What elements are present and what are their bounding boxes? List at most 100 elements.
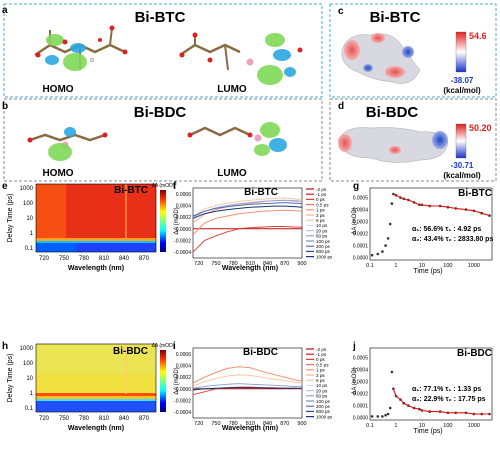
- heatmap-e-xtick: 810: [99, 256, 110, 262]
- panel-b-title: Bi-BDC: [134, 104, 187, 121]
- kinetics-g-fit1: α₁: 56.6% τ₁ : 4.92 ps: [412, 226, 481, 233]
- esp-min-c: -38.07: [451, 76, 474, 85]
- spec-i-xtick: 720: [194, 421, 203, 427]
- esp-min-d: -30.71: [451, 161, 474, 170]
- spec-f-ytick: -0.0004: [174, 250, 191, 256]
- esp-colorbar-d: [455, 123, 467, 159]
- spec-f-series-line: [192, 202, 303, 217]
- spectra-i-ylabel: ΔA (mOD): [174, 367, 180, 394]
- panel-b-letter: b: [2, 101, 8, 112]
- kin-g-xtick: 10: [419, 263, 425, 269]
- panel-i-letter: i: [173, 341, 176, 352]
- spec-f-legend-entry: 2 ps: [316, 213, 325, 218]
- kin-g-ytick: 0.0003: [353, 220, 369, 226]
- heatmap-h-yticks: 1000 100 10 1 0.1: [20, 346, 34, 412]
- spec-i-series-line: [192, 387, 302, 391]
- spec-f-ytick: 0.0000: [176, 227, 192, 233]
- heatmap-e-ytick: 0.1: [25, 246, 34, 252]
- panel-a-frame: [3, 3, 323, 98]
- spec-i-legend-entry: 0 ps: [316, 357, 325, 362]
- heatmap-h-xtick: 810: [99, 416, 110, 422]
- spec-f-xtick: 870: [280, 261, 289, 267]
- panel-j: j Bi-BDC ΔA (mOD) Time (ps) α₁: 77.1% τ₁…: [352, 341, 493, 435]
- kin-j-data-point: [384, 413, 387, 417]
- kin-g-data-point: [376, 252, 380, 256]
- kinetics-j-fit2: α₂: 22.9% τ₂ : 17.75 ps: [412, 396, 486, 403]
- heatmap-h-ylabel: Delay Time (ps): [7, 353, 14, 402]
- kin-j-ytick: 0.0004: [353, 368, 369, 374]
- heatmap-h-xtick: 870: [139, 416, 150, 422]
- heatmap-e-ytick: 10: [26, 216, 33, 222]
- spec-f-legend-entry: 0 ps: [316, 197, 325, 202]
- panel-a-title: Bi-BTC: [135, 9, 186, 26]
- spec-f-legend-entry: 1 ps: [316, 208, 325, 213]
- kin-j-xtick: 0.1: [366, 423, 374, 429]
- spec-f-legend-entry: 100 ps: [316, 239, 330, 244]
- kin-j-ytick: 0.0000: [353, 416, 369, 422]
- spec-f-ytick: 0.0004: [176, 204, 192, 210]
- spec-i-xtick: 840: [263, 421, 272, 427]
- spec-f-legend-entry: 500 ps: [316, 249, 330, 254]
- esp-max-c: 54.6: [469, 31, 487, 41]
- spec-i-legend-entry: 0.5 ps: [316, 362, 329, 367]
- spec-f-legend-entry: 1000 ps: [316, 254, 333, 259]
- spec-f-ytick: -0.0002: [174, 239, 191, 245]
- spec-i-legend-entry: -1 ps: [316, 352, 327, 357]
- kin-j-data-point: [381, 415, 384, 418]
- kin-j-ytick: 0.0001: [353, 404, 369, 410]
- kin-j-ytick: 0.0002: [353, 392, 369, 398]
- panel-h-letter: h: [2, 341, 8, 352]
- spec-f-ytick: 0.0006: [176, 192, 192, 198]
- esp-unit-c: (kcal/mol): [443, 86, 481, 95]
- lumo-label-a: LUMO: [217, 84, 247, 95]
- spec-i-legend-entry: 1000 ps: [316, 414, 333, 419]
- panel-e-letter: e: [2, 181, 8, 192]
- homo-label-b: HOMO: [42, 168, 73, 179]
- spec-i-legend-entry: 10 ps: [316, 383, 328, 388]
- kin-j-xtick: 1: [394, 423, 397, 429]
- heatmap-h-plot: [35, 343, 157, 413]
- spec-i-legend-entry: -2 ps: [316, 347, 327, 352]
- heatmap-h-xlabel: Wavelength (nm): [68, 425, 124, 432]
- kin-g-ytick: 0.0000: [353, 256, 369, 262]
- spec-i-ytick: 0.0004: [176, 364, 192, 370]
- homo-orbital-bdc: [27, 127, 108, 161]
- kinetics-g-fit2: α₂: 43.4% τ₂ : 2833.80 ps: [412, 236, 493, 243]
- spec-i-legend-entry: 1 ps: [316, 368, 325, 373]
- panel-f: f Bi-BTC ΔA (mOD) Wavelength (nm) 0.0006…: [173, 181, 333, 272]
- kinetics-g-ylabel: ΔA (mOD): [352, 207, 358, 234]
- kin-g-ytick: 0.0004: [353, 208, 369, 214]
- panel-d-letter: d: [338, 101, 344, 112]
- heatmap-h-colorbar: [160, 350, 166, 412]
- heatmap-e-yticks: 1000 100 10 1 0.1: [20, 186, 34, 252]
- spec-f-xtick: 810: [246, 261, 255, 267]
- spec-f-series-line: [192, 209, 303, 236]
- spectra-f-ylabel: ΔA (mOD): [174, 207, 180, 234]
- spec-i-series-line: [192, 383, 302, 389]
- panel-j-letter: j: [352, 341, 356, 352]
- panel-c: c Bi-BTC 54.6 -38.07 (kcal/mol): [329, 3, 497, 98]
- kinetics-j-title: Bi-BDC: [457, 348, 492, 359]
- kin-j-data-point: [386, 412, 390, 416]
- spec-f-xtick: 750: [211, 261, 220, 267]
- heatmap-e-ytick: 1000: [20, 186, 34, 192]
- kin-g-xtick: 0.1: [366, 263, 374, 269]
- spec-f-xtick: 840: [263, 261, 272, 267]
- heatmap-e-xtick: 840: [119, 256, 130, 262]
- spec-f-legend-entry: 10 ps: [316, 223, 328, 228]
- kinetics-g-xlabel: Time (ps): [413, 268, 442, 275]
- kin-j-xtick: 10: [419, 423, 425, 429]
- spec-f-xtick: 720: [194, 261, 203, 267]
- heatmap-h-xtick: 720: [39, 416, 50, 422]
- kin-j-frame: [369, 347, 493, 421]
- kin-j-ytick: 0.0005: [353, 356, 369, 362]
- spectra-f-plot: 0.0006 0.0004 0.0002 0.0000 -0.0002 -0.000472…: [174, 187, 333, 267]
- spec-f-legend-entry: 50 ps: [316, 234, 328, 239]
- spec-i-series-line: [192, 366, 303, 384]
- lumo-label-b: LUMO: [217, 168, 247, 179]
- spectra-f-xlabel: Wavelength (nm): [222, 265, 278, 272]
- spec-i-legend-entry: 5 ps: [316, 378, 325, 383]
- spec-f-frame: [192, 187, 303, 259]
- kin-g-ytick: 0.0001: [353, 244, 369, 250]
